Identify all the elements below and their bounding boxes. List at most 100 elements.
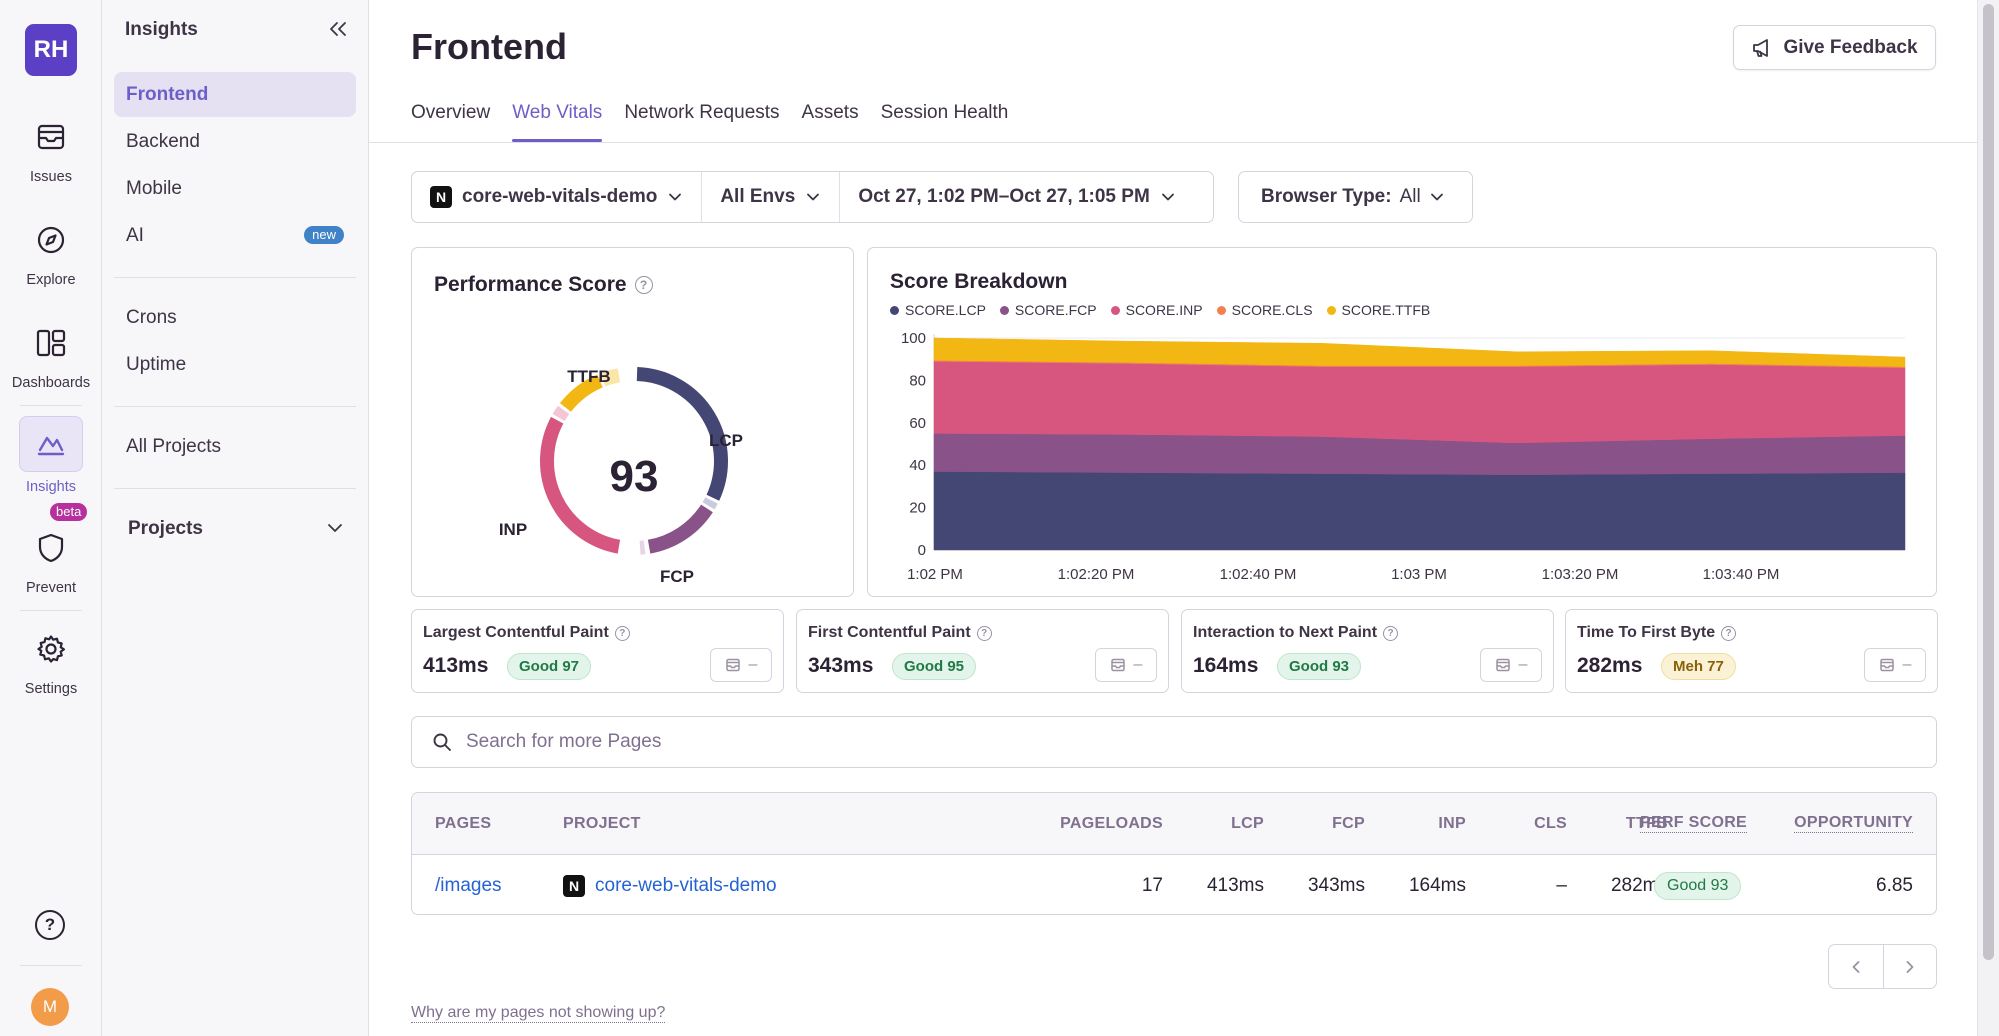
legend-item-inp[interactable]: SCORE.INP: [1110, 302, 1203, 318]
previous-page-button[interactable]: [1829, 945, 1883, 988]
nav-dashboards[interactable]: Dashboards: [0, 318, 102, 391]
row-ttfb: 282ms: [1610, 874, 1668, 896]
sidebar-title: Insights: [125, 19, 198, 40]
x-tick-label: 1:02:20 PM: [1058, 566, 1135, 583]
column-header-pages[interactable]: PAGES: [435, 814, 492, 832]
metric-card-ttfb[interactable]: Time To First Byte? 282ms Meh 77 –: [1565, 609, 1938, 693]
column-header-fcp[interactable]: FCP: [1332, 814, 1365, 832]
nav-explore-label: Explore: [26, 272, 76, 288]
legend-item-lcp[interactable]: SCORE.LCP: [890, 302, 986, 318]
area-ttfb[interactable]: [933, 337, 1906, 367]
next-page-button[interactable]: [1882, 945, 1937, 988]
column-header-project[interactable]: PROJECT: [563, 814, 641, 832]
inbox-icon: [1879, 658, 1894, 672]
sidebar-item-frontend[interactable]: Frontend: [114, 72, 356, 117]
score-breakdown-title: Score Breakdown: [890, 270, 1068, 293]
sidebar-item-mobile[interactable]: Mobile: [114, 166, 356, 211]
inbox-icon: [1495, 658, 1510, 672]
metric-title: Largest Contentful Paint?: [423, 624, 630, 642]
date-range-selector[interactable]: Oct 27, 1:02 PM–Oct 27, 1:05 PM: [839, 172, 1193, 222]
project-selector[interactable]: N core-web-vitals-demo: [412, 172, 701, 222]
metric-samples-button[interactable]: –: [1864, 648, 1926, 682]
shield-icon: [26, 523, 76, 573]
area-lcp[interactable]: [933, 471, 1906, 551]
row-page-link[interactable]: /images: [435, 855, 502, 914]
organization-avatar[interactable]: RH: [25, 24, 77, 76]
projects-section-label: Projects: [128, 517, 203, 539]
column-header-opportunity[interactable]: OPPORTUNITY: [1794, 793, 1913, 854]
performance-score-ring: 93 TTFB LCP INP FCP: [499, 367, 743, 586]
legend-item-cls[interactable]: SCORE.CLS: [1216, 302, 1313, 318]
nav-explore[interactable]: Explore: [0, 215, 102, 288]
column-header-cls[interactable]: CLS: [1534, 814, 1567, 832]
page-scrollbar[interactable]: [1977, 0, 1999, 1036]
sidebar-item-ai[interactable]: AI new: [114, 213, 356, 258]
column-header-opportunity-text: OPPORTUNITY: [1794, 814, 1913, 833]
ring-segment-lcp-gap: [702, 497, 718, 510]
question-mark-icon[interactable]: ?: [976, 625, 992, 641]
column-header-perf-score[interactable]: PERF SCORE: [1640, 793, 1748, 854]
question-mark-icon[interactable]: ?: [1721, 625, 1737, 641]
legend-item-ttfb[interactable]: SCORE.TTFB: [1326, 302, 1430, 318]
page-filter-bar: N core-web-vitals-demo All Envs Oct 27, …: [411, 171, 1214, 223]
scrollbar-thumb[interactable]: [1983, 4, 1994, 960]
question-mark-icon[interactable]: ?: [1383, 625, 1399, 641]
pages-not-showing-help-link[interactable]: Why are my pages not showing up?: [411, 1004, 666, 1023]
score-breakdown-chart: 0 20 40 60 80 100 1:02 PM 1:02:20 PM 1:02:40 PM…: [901, 330, 1906, 583]
metric-card-lcp[interactable]: Largest Contentful Paint? 413ms Good 97 …: [411, 609, 784, 693]
metric-card-fcp[interactable]: First Contentful Paint? 343ms Good 95 –: [796, 609, 1169, 693]
sidebar-item-label: Backend: [126, 130, 200, 152]
user-avatar[interactable]: M: [31, 988, 69, 1026]
tab-session-health[interactable]: Session Health: [880, 102, 1009, 123]
column-header-inp[interactable]: INP: [1438, 814, 1466, 832]
ring-label-ttfb[interactable]: TTFB: [567, 367, 610, 386]
column-header-pageloads[interactable]: PAGELOADS: [1060, 814, 1163, 832]
nav-prevent[interactable]: Prevent: [0, 523, 102, 596]
sidebar-item-backend[interactable]: Backend: [114, 119, 356, 164]
chevron-left-icon: [1852, 960, 1860, 973]
nav-settings[interactable]: Settings: [0, 624, 102, 697]
metric-samples-value: –: [748, 656, 758, 673]
y-tick-label: 20: [909, 500, 926, 517]
nextjs-logo-icon: N: [563, 874, 585, 897]
metric-samples-button[interactable]: –: [1480, 648, 1542, 682]
primary-sidebar: RH Issues Explore Dashboards Insights be…: [0, 0, 102, 1036]
metric-samples-value: –: [1518, 656, 1528, 673]
metric-status-badge: Good 97: [507, 653, 592, 680]
give-feedback-button[interactable]: Give Feedback: [1733, 25, 1936, 70]
projects-section-toggle[interactable]: Projects: [114, 506, 356, 551]
sidebar-item-uptime[interactable]: Uptime: [114, 342, 356, 387]
row-project[interactable]: N core-web-vitals-demo: [563, 855, 777, 914]
legend-dot-lcp: [890, 305, 899, 315]
column-header-lcp[interactable]: LCP: [1231, 814, 1264, 832]
tab-web-vitals[interactable]: Web Vitals: [512, 100, 603, 142]
nav-insights[interactable]: Insights: [0, 416, 102, 495]
sidebar-divider: [114, 277, 356, 278]
legend-item-fcp[interactable]: SCORE.FCP: [999, 302, 1097, 318]
beta-badge: beta: [50, 503, 88, 521]
tab-overview[interactable]: Overview: [411, 102, 491, 123]
tab-network-requests[interactable]: Network Requests: [624, 102, 780, 123]
metric-samples-button[interactable]: –: [1095, 648, 1157, 682]
nav-insights-label: Insights: [26, 479, 76, 495]
sidebar-item-all-projects[interactable]: All Projects: [114, 424, 356, 469]
metric-card-inp[interactable]: Interaction to Next Paint? 164ms Good 93…: [1181, 609, 1554, 693]
sidebar-item-crons[interactable]: Crons: [114, 295, 356, 340]
ring-label-inp[interactable]: INP: [499, 520, 527, 539]
metric-value: 343ms: [808, 654, 874, 677]
collapse-sidebar-button[interactable]: [324, 17, 352, 41]
search-input[interactable]: [466, 731, 1866, 753]
help-button[interactable]: ?: [35, 910, 65, 940]
metric-samples-button[interactable]: –: [710, 648, 772, 682]
question-mark-icon[interactable]: ?: [614, 625, 630, 641]
tab-assets[interactable]: Assets: [801, 102, 859, 123]
browser-type-selector[interactable]: Browser Type: All: [1238, 171, 1473, 223]
nav-issues[interactable]: Issues: [0, 112, 102, 185]
environment-selector[interactable]: All Envs: [701, 172, 839, 222]
ring-label-lcp[interactable]: LCP: [709, 431, 743, 450]
chart-x-axis: 1:02 PM 1:02:20 PM 1:02:40 PM 1:03 PM 1:03:2…: [907, 566, 1779, 583]
ring-label-fcp[interactable]: FCP: [660, 567, 694, 586]
column-header-ttfb[interactable]: TTFB: [1625, 814, 1668, 832]
question-mark-icon[interactable]: ?: [634, 276, 653, 294]
area-inp[interactable]: [933, 361, 1906, 444]
